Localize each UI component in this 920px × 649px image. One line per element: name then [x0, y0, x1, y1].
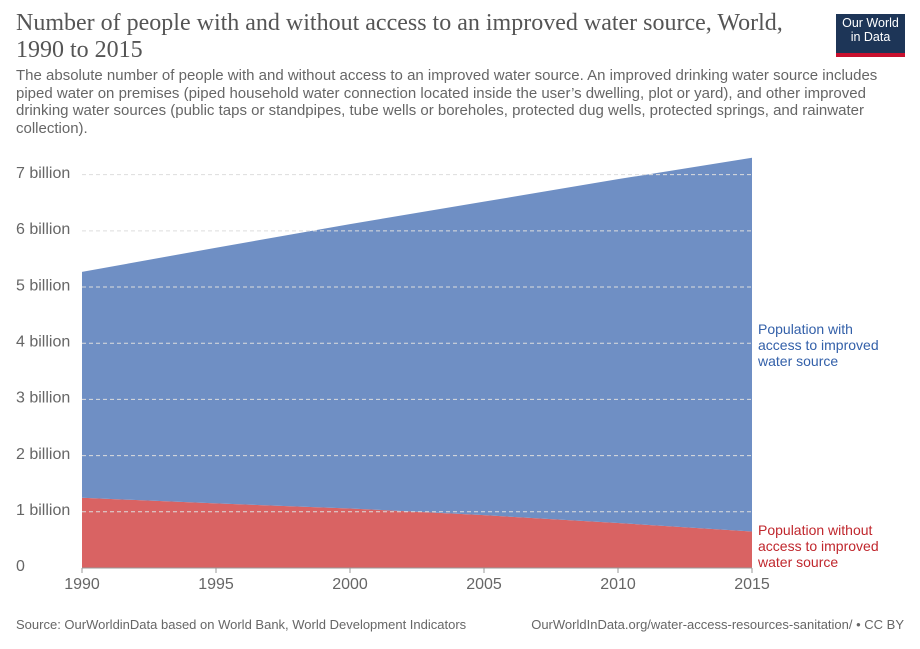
series-label[interactable]: Population with access to improved water…: [758, 320, 879, 369]
source: Source: OurWorldinData based on World Ba…: [16, 617, 467, 632]
logo[interactable]: Our World in Data: [836, 14, 905, 57]
url[interactable]: OurWorldInData.org/water-access-resource…: [531, 617, 904, 632]
area: [82, 497, 752, 568]
x-tick-label: 2010: [600, 576, 636, 593]
series-label[interactable]: Population without access to improved wa…: [758, 522, 879, 570]
area: [82, 157, 752, 532]
y-tick-label: 4 billion: [16, 333, 70, 350]
y-tick-label: 5 billion: [16, 277, 70, 294]
y-tick-label: 1 billion: [16, 502, 70, 519]
x-tick-label: 2000: [332, 576, 368, 593]
y-tick-label: 3 billion: [16, 390, 70, 407]
x-tick-label: 1995: [198, 576, 234, 593]
y-tick-label: 0: [16, 558, 25, 575]
y-tick-label: 2 billion: [16, 446, 70, 463]
y-tick-label: 6 billion: [16, 221, 70, 238]
x-tick-label: 1990: [64, 576, 100, 593]
subtitle: The absolute number of people with and w…: [16, 67, 878, 137]
x-tick-label: 2015: [734, 576, 770, 593]
title: Number of people with and without access…: [16, 10, 783, 63]
y-tick-label: 7 billion: [16, 165, 70, 182]
x-tick-label: 2005: [466, 576, 502, 593]
